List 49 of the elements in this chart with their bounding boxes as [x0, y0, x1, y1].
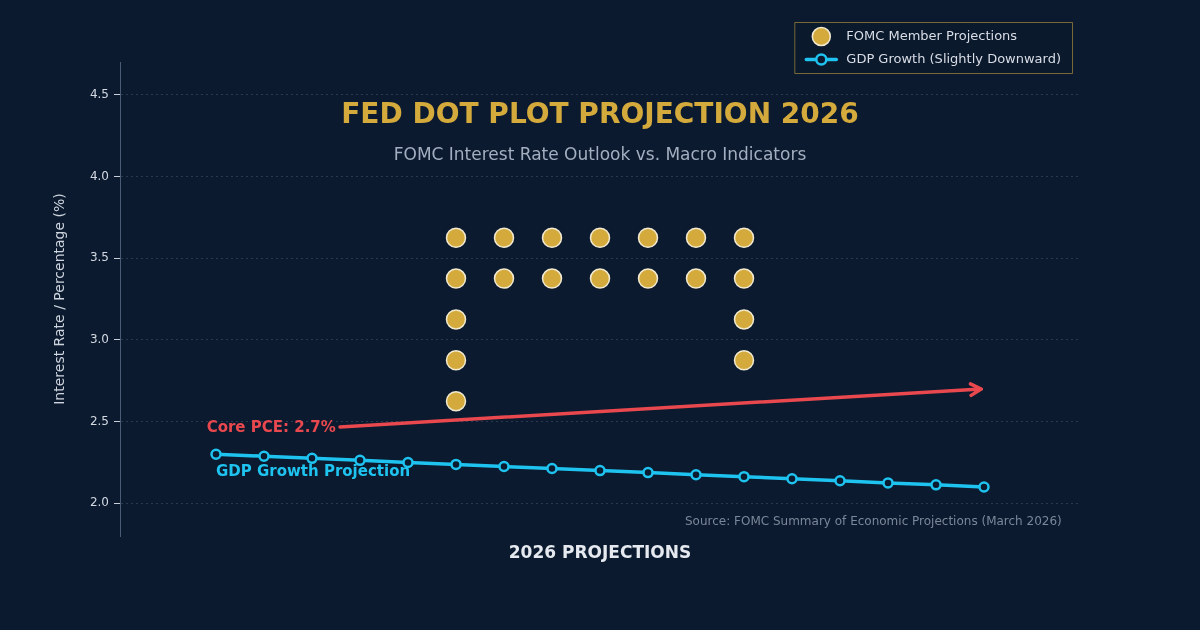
- point: [642, 466, 654, 479]
- point: [637, 268, 659, 289]
- point: [733, 227, 755, 248]
- point: [930, 479, 942, 491]
- point: [498, 460, 510, 473]
- point: [978, 481, 990, 493]
- point: [733, 350, 755, 371]
- text: FOMC Interest Rate Outlook vs. Macro Indicators: [393, 143, 807, 165]
- point: [733, 268, 755, 289]
- point: [685, 268, 707, 289]
- point: [594, 464, 606, 477]
- point: [690, 468, 702, 481]
- legend-label: GDP Growth (Slightly Downward): [846, 50, 1062, 66]
- point: [445, 350, 467, 371]
- y-tick-label: 2.0: [89, 495, 109, 510]
- point: [733, 309, 755, 330]
- point: [493, 227, 515, 248]
- y-tick-label: 3.0: [89, 331, 109, 346]
- point: [306, 452, 318, 465]
- point: [685, 227, 707, 248]
- annotation: GDP Growth Projection: [216, 461, 411, 480]
- annotation: Source: FOMC Summary of Economic Projections (March 2026): [684, 513, 1062, 528]
- y-tick-label: 4.5: [89, 86, 109, 101]
- point: [738, 470, 750, 483]
- point: [450, 458, 462, 471]
- point: [637, 227, 659, 248]
- y-tick-label: 4.0: [89, 168, 109, 183]
- point: [541, 227, 563, 248]
- point: [445, 309, 467, 330]
- point: [445, 390, 467, 412]
- point: [258, 450, 270, 462]
- point: [493, 268, 515, 289]
- point: [445, 268, 467, 289]
- point: [210, 448, 222, 461]
- x-axis-title: 2026 PROJECTIONS: [508, 542, 692, 563]
- point: [546, 462, 558, 475]
- point: [589, 227, 611, 248]
- point: [786, 473, 798, 485]
- text: FED DOT PLOT PROJECTION 2026: [341, 97, 859, 131]
- point: [834, 475, 846, 487]
- point: [589, 268, 611, 289]
- y-tick-label: 3.5: [89, 250, 109, 265]
- point: [541, 268, 563, 289]
- point: [445, 227, 467, 248]
- point: [882, 477, 894, 489]
- y-axis-title: Interest Rate / Percentage (%): [51, 193, 68, 405]
- annotation: Core PCE: 2.7%: [206, 417, 336, 436]
- y-tick-label: 2.5: [89, 413, 109, 428]
- legend-label: FOMC Member Projections: [846, 27, 1018, 43]
